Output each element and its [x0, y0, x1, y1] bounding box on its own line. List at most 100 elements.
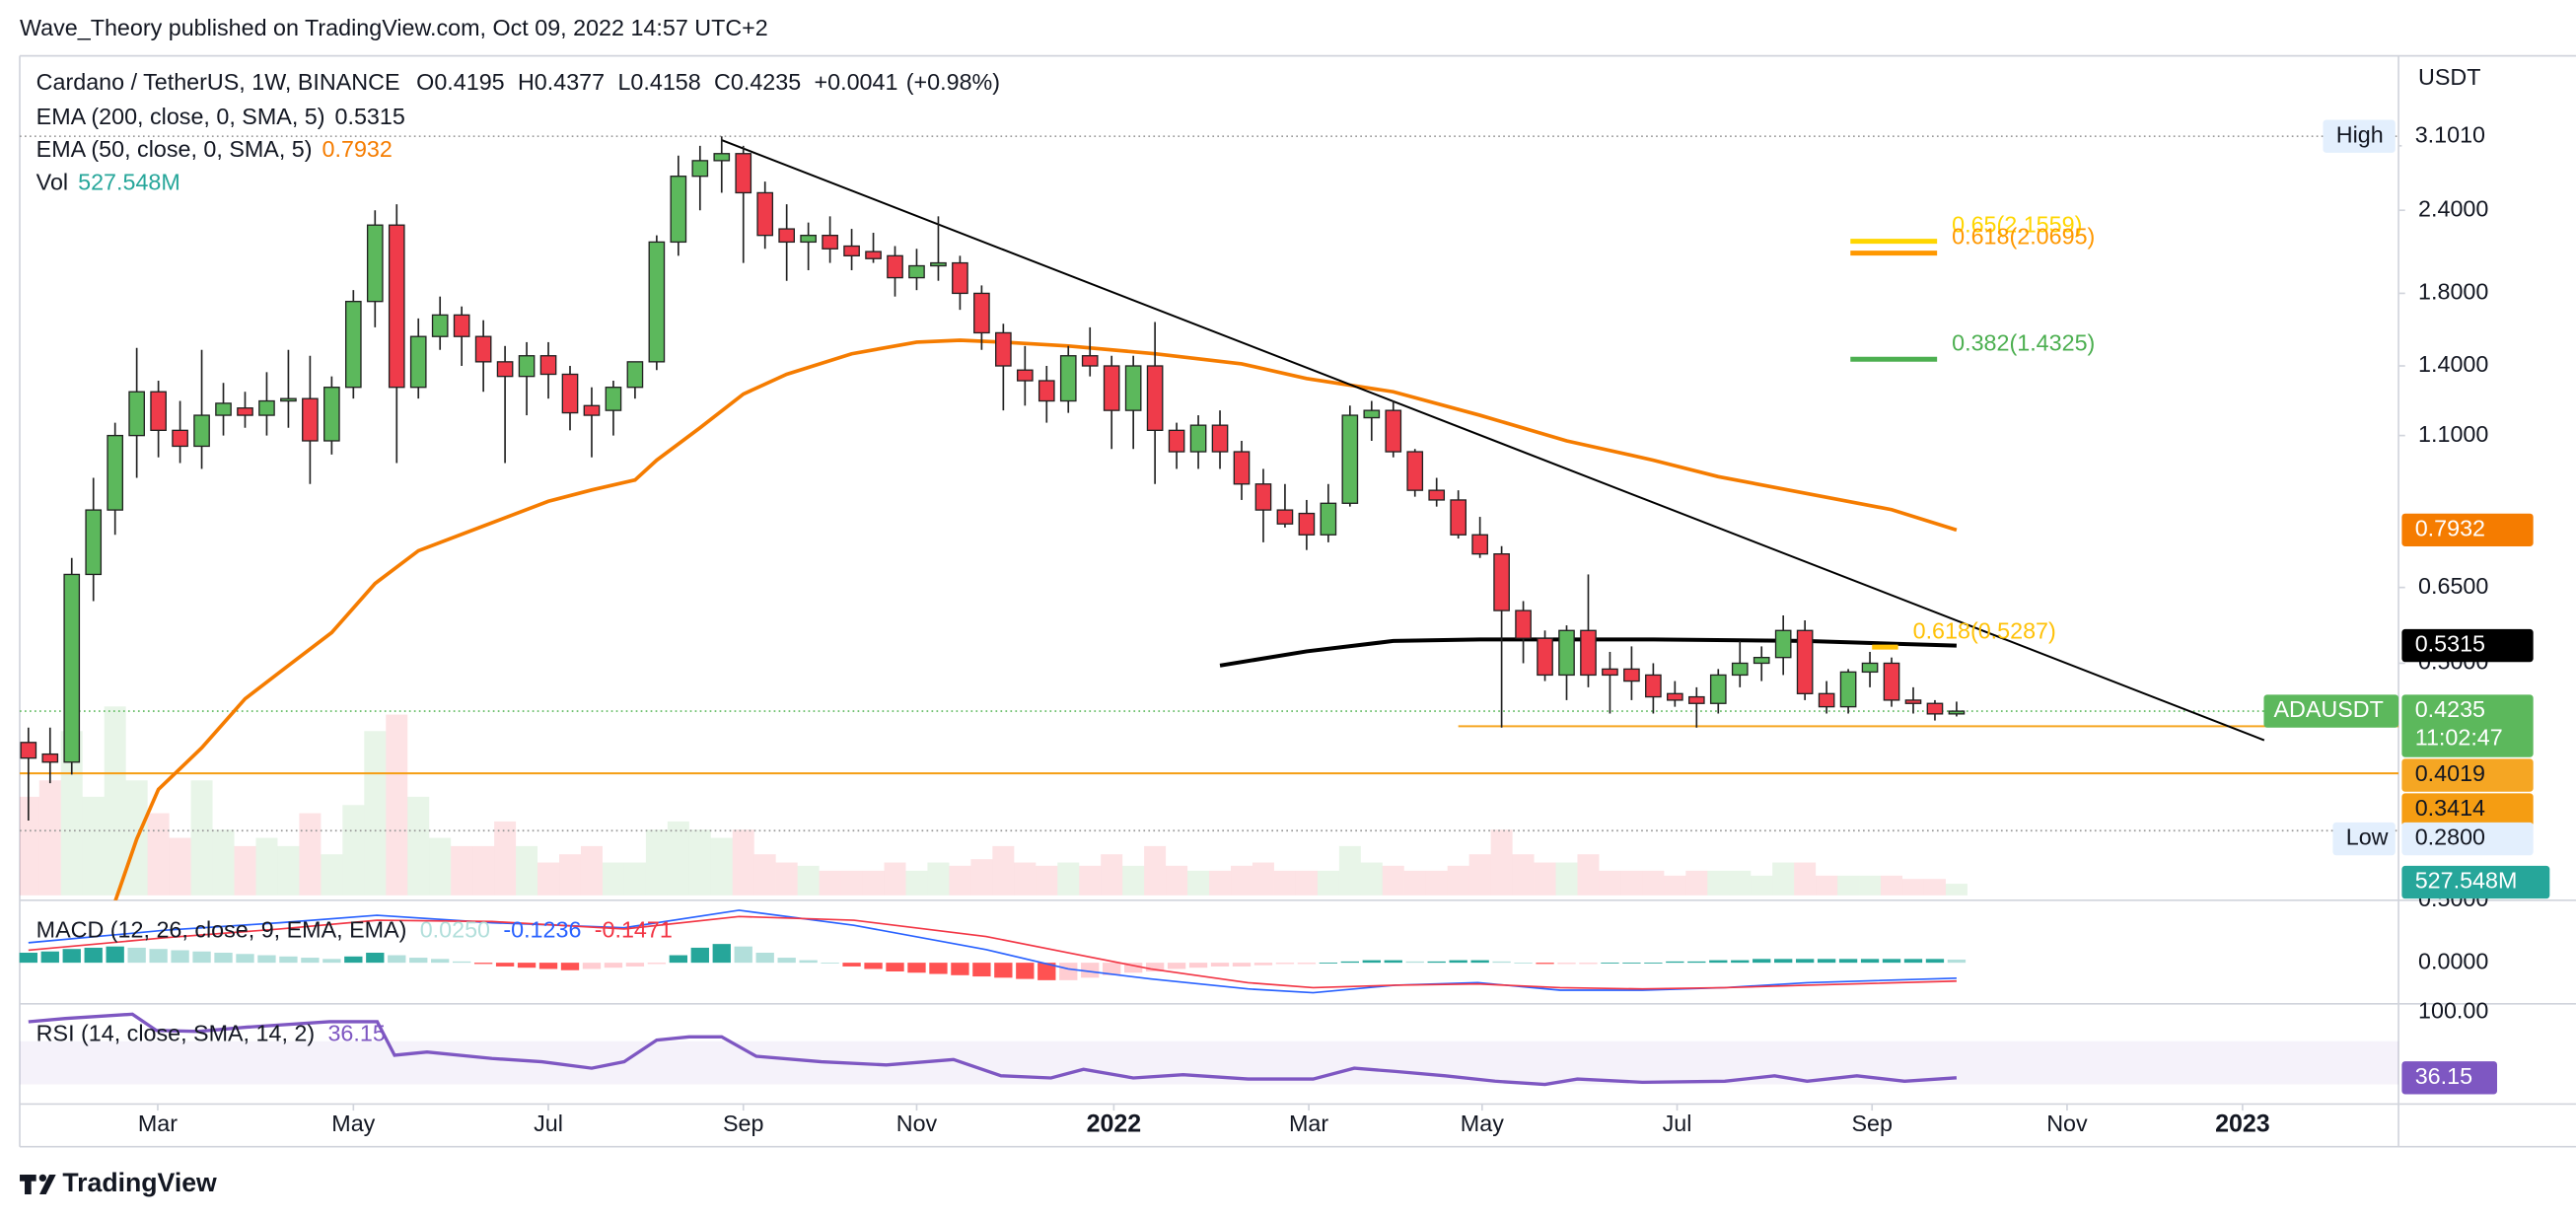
legend-ema200: EMA (200, close, 0, SMA, 5) 0.5315 — [36, 104, 405, 129]
volume-bar — [1881, 875, 1903, 896]
candle-body — [344, 301, 362, 389]
macd-histogram — [1666, 961, 1684, 964]
candle-body — [302, 397, 319, 442]
volume-bar — [753, 854, 776, 896]
macd-histogram — [1232, 963, 1252, 967]
volume-bar — [797, 865, 820, 896]
volume-bar — [1772, 862, 1795, 896]
macd-histogram — [84, 947, 103, 964]
macd-histogram — [1536, 963, 1554, 965]
volume-bar — [1685, 870, 1708, 896]
low-name: Low — [2346, 825, 2389, 850]
volume-bar — [1014, 862, 1037, 896]
volume-bar — [255, 837, 278, 896]
macd-histogram — [409, 958, 428, 964]
rsi-value: 36.15 — [2415, 1063, 2472, 1089]
macd-histogram — [929, 963, 948, 974]
candle-body — [1363, 409, 1381, 419]
volume-bar — [1512, 854, 1535, 896]
candle-body — [605, 387, 622, 411]
macd-histogram — [1687, 961, 1706, 964]
high-name-box — [2323, 119, 2396, 153]
macd-histogram — [19, 953, 37, 964]
x-tick-label: 2023 — [2215, 1111, 2270, 1138]
volume-value-box — [2401, 865, 2550, 899]
candle-body — [150, 391, 167, 432]
macd-histogram — [149, 949, 168, 964]
macd-histogram — [972, 963, 991, 977]
legend-value: -0.1471 — [595, 917, 673, 943]
volume-bar — [386, 714, 408, 896]
candle-body — [1861, 662, 1879, 674]
volume-bar — [1252, 862, 1274, 896]
macd-histogram — [1753, 959, 1771, 964]
candle-body — [1233, 451, 1251, 485]
volume-bar — [82, 796, 105, 896]
volume-bar — [1642, 870, 1665, 896]
candle-body — [1385, 409, 1402, 453]
candle-body — [735, 153, 752, 194]
macd-histogram — [1297, 963, 1317, 965]
macd-histogram — [538, 963, 558, 969]
macd-histogram — [1384, 960, 1402, 964]
candle-body — [1537, 637, 1553, 677]
macd-histogram — [560, 963, 580, 970]
candle-body — [1558, 629, 1575, 677]
candle-body — [215, 402, 232, 416]
ohlc-label: C — [714, 69, 731, 95]
volume-bar — [169, 837, 191, 896]
candle-body — [1471, 534, 1488, 555]
legend-value: 527.548M — [78, 170, 180, 195]
volume-bar — [1057, 862, 1080, 896]
volume-bar — [472, 845, 495, 896]
ohlc-value: 0.4195 — [434, 69, 504, 95]
volume-bar — [1923, 879, 1946, 896]
candle-body — [1602, 668, 1618, 677]
volume-bar — [1620, 870, 1643, 896]
candle-body — [1211, 424, 1229, 453]
macd-histogram — [301, 958, 320, 964]
volume-bar — [775, 862, 798, 896]
volume-bar — [1036, 865, 1058, 896]
macd-histogram — [690, 947, 709, 964]
volume-bar — [1599, 870, 1621, 896]
volume-bar — [602, 862, 624, 896]
macd-histogram — [1167, 963, 1186, 969]
candle-body — [887, 254, 903, 279]
change: +0.0041 — [815, 69, 898, 95]
price-box — [2401, 694, 2534, 757]
volume-bar — [60, 731, 83, 896]
macd-histogram — [1449, 960, 1467, 964]
fib-label: 0.382(1.4325) — [1952, 329, 2095, 355]
macd-histogram — [886, 963, 904, 971]
candle-body — [193, 414, 210, 448]
legend-rsi: RSI (14, close, SMA, 14, 2) 36.15 — [36, 1021, 386, 1046]
macd-histogram — [669, 955, 688, 964]
legend-title: Cardano / TetherUS, 1W, BINANCE — [36, 69, 400, 95]
x-tick-label: Mar — [138, 1111, 178, 1136]
volume-bar — [1468, 854, 1491, 896]
macd-histogram — [604, 963, 623, 968]
volume-bar — [429, 837, 452, 896]
ema200-price-box — [2401, 628, 2534, 663]
volume-bar — [1794, 862, 1817, 896]
volume-bar — [190, 780, 213, 896]
macd-histogram — [1601, 963, 1619, 964]
volume-bar — [645, 829, 668, 896]
volume-bar — [970, 859, 993, 896]
volume-bar — [819, 870, 841, 896]
volume-bar — [840, 870, 863, 896]
candle-body — [1493, 552, 1510, 611]
candle-body — [1276, 509, 1294, 525]
macd-histogram — [1514, 963, 1533, 964]
macd-histogram — [1795, 959, 1815, 964]
macd-histogram — [322, 959, 341, 964]
candle-body — [1709, 674, 1727, 704]
candle-body — [561, 373, 579, 414]
x-tick-label: Nov — [896, 1111, 938, 1136]
volume-bar — [1317, 870, 1339, 896]
volume-bar — [559, 854, 581, 896]
candle-body — [1450, 499, 1467, 536]
